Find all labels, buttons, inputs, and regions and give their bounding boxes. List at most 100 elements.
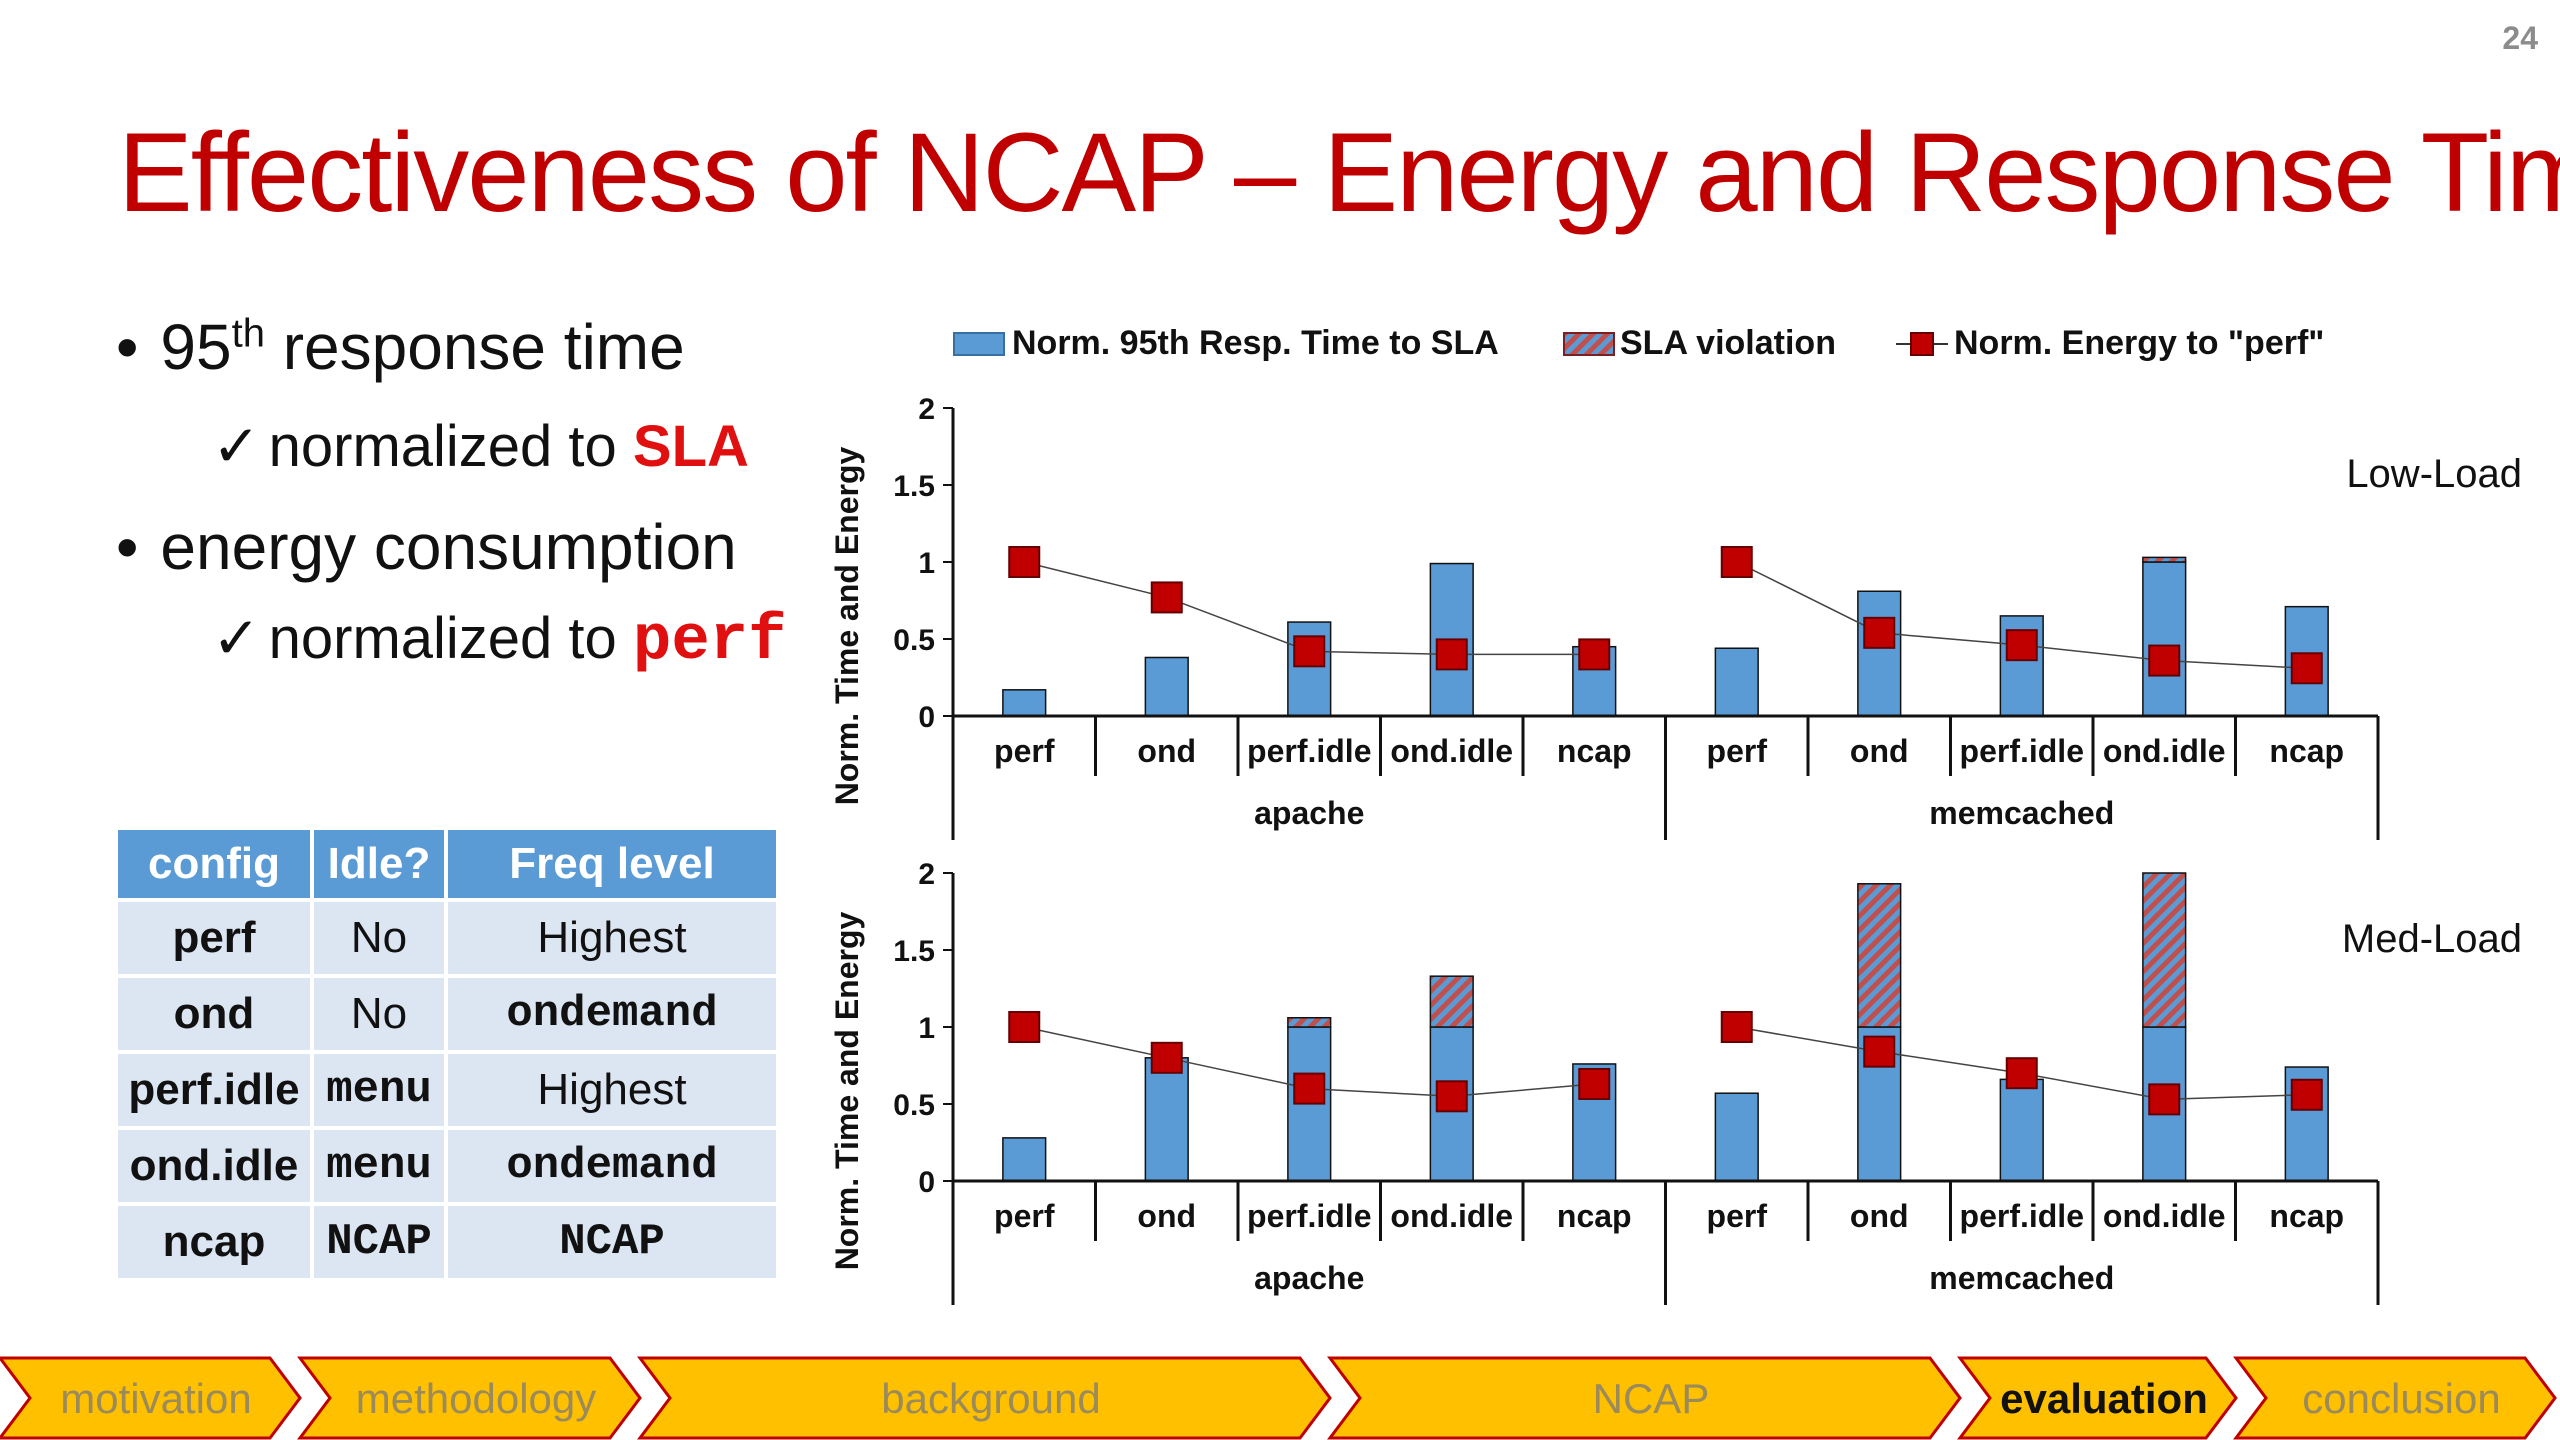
sla-violation-bar (2142, 556, 2187, 563)
energy-marker (1150, 581, 1183, 614)
table-row: perf.idle menu Highest (118, 1054, 776, 1126)
resp-time-bar (1999, 1078, 2044, 1182)
config-table: config Idle? Freq level perf No Highest … (114, 826, 780, 1282)
nav-step-label[interactable]: NCAP (1593, 1375, 1710, 1422)
y-tick-label: 0 (918, 1166, 935, 1199)
nav-step-label[interactable]: background (881, 1375, 1101, 1422)
resp-time-bar (1857, 590, 1902, 717)
energy-marker (1435, 638, 1468, 671)
y-tick-label: 1 (918, 547, 935, 580)
energy-marker (1293, 1072, 1326, 1105)
nav-step-motivation[interactable] (0, 1356, 302, 1440)
nav-step-conclusion[interactable] (2233, 1356, 2557, 1440)
legend-bar-label: Norm. 95th Resp. Time to SLA (1012, 324, 1499, 362)
energy-marker (2290, 652, 2323, 685)
table-cell: Highest (448, 902, 776, 974)
energy-marker (1863, 616, 1896, 649)
nav-step-label[interactable]: methodology (356, 1375, 597, 1422)
x-tick-label: perf.idle (1247, 733, 1371, 769)
energy-marker (2148, 1083, 2181, 1116)
table-row: ond.idle menu ondemand (118, 1130, 776, 1202)
checkmark-icon: ✓ (212, 414, 261, 479)
y-tick-label: 2 (918, 858, 935, 891)
x-tick-label: ond (1850, 733, 1909, 769)
sla-violation-bar (1857, 883, 1902, 1028)
resp-time-bar (1002, 689, 1047, 717)
y-axis-label: Norm. Time and Energy (829, 446, 865, 805)
group-label: memcached (1929, 1260, 2114, 1296)
x-tick-label: perf (994, 733, 1055, 769)
table-header: Idle? (314, 830, 444, 898)
y-tick-label: 2 (918, 393, 935, 426)
nav-step-ncap[interactable] (1327, 1356, 1962, 1440)
nav-step-background[interactable] (637, 1356, 1332, 1440)
table-cell: Highest (448, 1054, 776, 1126)
y-tick-label: 1.5 (893, 470, 935, 503)
x-tick-label: ond.idle (1390, 1198, 1513, 1234)
y-tick-label: 1 (918, 1012, 935, 1045)
section-progress-bar: motivation methodology background NCAP evalu… (0, 1356, 2557, 1440)
x-tick-label: ond (1850, 1198, 1909, 1234)
x-tick-label: ncap (1557, 1198, 1632, 1234)
resp-time-bar (1002, 1137, 1047, 1182)
y-axis-label: Norm. Time and Energy (829, 911, 865, 1270)
nav-step-methodology[interactable] (297, 1356, 642, 1440)
resp-time-bar (1714, 1092, 1759, 1182)
group-label: memcached (1929, 795, 2114, 831)
bullet-text: energy consumption (160, 511, 737, 583)
table-cell: No (314, 978, 444, 1050)
nav-step-label[interactable]: conclusion (2302, 1375, 2500, 1422)
table-row: perf No Highest (118, 902, 776, 974)
sla-violation-bar (2142, 872, 2187, 1028)
x-tick-label: ond.idle (2103, 733, 2226, 769)
bullet-text: 95 (160, 311, 232, 383)
resp-time-bar (1144, 656, 1189, 717)
table-cell: ond (118, 978, 310, 1050)
load-label: Med-Load (2342, 917, 2522, 961)
table-cell: NCAP (448, 1206, 776, 1278)
bullet-dot-icon: • (116, 311, 139, 383)
x-tick-label: ond (1137, 733, 1196, 769)
chart-legend: Norm. 95th Resp. Time to SLA SLA violati… (953, 324, 2324, 362)
table-cell: perf (118, 902, 310, 974)
legend-energy-marker (1910, 332, 1934, 356)
table-cell: ondemand (448, 978, 776, 1050)
sub-bullet-perf: ✓ normalized to perf (212, 604, 787, 678)
x-tick-label: perf.idle (1247, 1198, 1371, 1234)
chart-med-load: Norm. Time and Energy 0 0.5 1 1.5 2 perf ond per… (829, 858, 2522, 1305)
nav-step-label[interactable]: evaluation (2000, 1375, 2208, 1422)
sla-violation-bar (1429, 975, 1474, 1028)
table-cell: perf.idle (118, 1054, 310, 1126)
resp-time-bar (1144, 1057, 1189, 1182)
sla-highlight: SLA (632, 414, 749, 479)
energy-marker (1008, 546, 1041, 578)
group-label: apache (1254, 1260, 1364, 1296)
table-header: Freq level (448, 830, 776, 898)
table-cell: menu (314, 1054, 444, 1126)
resp-time-bar (1714, 647, 1759, 717)
x-tick-label: ncap (2269, 1198, 2344, 1234)
sub-bullet-text: normalized to (268, 414, 633, 479)
table-cell: ncap (118, 1206, 310, 1278)
table-header: config (118, 830, 310, 898)
energy-marker (1008, 1011, 1041, 1043)
chart-area: Norm. 95th Resp. Time to SLA SLA violati… (829, 324, 2522, 1305)
x-tick-label: ncap (1557, 733, 1632, 769)
energy-marker (1150, 1041, 1183, 1074)
y-tick-label: 0 (918, 701, 935, 734)
energy-marker (1578, 1067, 1611, 1100)
bullet-response-time: • 95th response time (116, 310, 685, 384)
load-label: Low-Load (2346, 452, 2522, 496)
energy-marker (1720, 1011, 1753, 1043)
legend-energy-label: Norm. Energy to "perf" (1954, 324, 2324, 362)
y-tick-label: 0.5 (893, 1089, 935, 1122)
slide-title: Effectiveness of NCAP – Energy and Respo… (118, 110, 2560, 235)
sla-violation-bar (1287, 1017, 1332, 1028)
nav-step-label[interactable]: motivation (60, 1375, 251, 1422)
x-tick-label: ncap (2269, 733, 2344, 769)
table-row: ncap NCAP NCAP (118, 1206, 776, 1278)
nav-step-evaluation[interactable] (1957, 1356, 2238, 1440)
energy-marker (2290, 1078, 2323, 1111)
y-tick-label: 1.5 (893, 935, 935, 968)
legend-bar-swatch (953, 332, 1005, 356)
